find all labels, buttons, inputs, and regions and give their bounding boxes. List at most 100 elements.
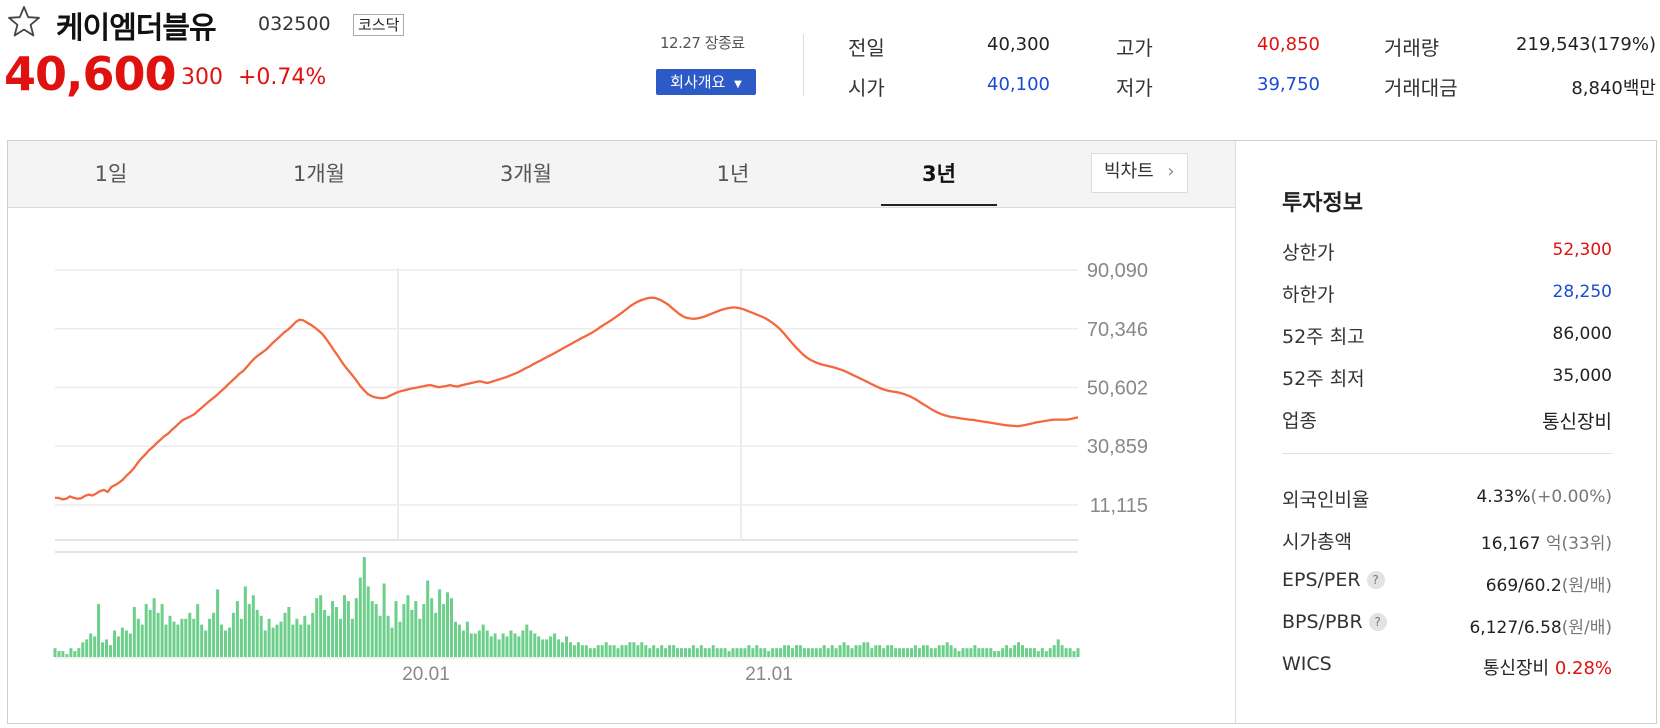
volume-bar [291,624,295,657]
volume-bar [144,604,148,657]
tab-3month[interactable]: 3개월 [499,162,552,186]
volume-bar [1001,648,1005,657]
wics-sector[interactable]: 통신장비 [1482,658,1550,679]
quote-value-prev: 40,300 [987,34,1050,55]
volume-bar [279,621,283,657]
volume-bar [251,595,255,657]
volume-bar [652,645,656,657]
volume-bar [1013,645,1017,657]
volume-bar [295,618,299,657]
volume-bar [842,642,846,657]
volume-bar [255,609,259,657]
chevron-right-icon: › [1167,161,1175,182]
volume-bar [973,645,977,657]
tab-1day[interactable]: 1일 [94,162,128,186]
market-cap-rank: (33위) [1561,534,1612,554]
volume-bar [247,604,251,657]
volume-bar [684,648,687,657]
tab-3year[interactable]: 3년 [922,162,956,186]
volume-bar [489,636,493,657]
volume-bar [937,645,941,657]
volume-bar [267,618,271,657]
volume-bar [802,648,806,657]
volume-bar [592,648,596,657]
volume-bar [335,607,338,657]
volume-bar [120,627,124,657]
volume-bar [565,636,568,657]
volume-bar [977,648,981,657]
market-cap: 16,167 [1480,534,1541,554]
volume-bar [216,589,220,657]
volume-bar [925,645,929,657]
volume-bar [969,648,973,657]
volume-bar [164,624,168,657]
volume-bar [898,648,902,657]
volume-bar [596,645,600,657]
volume-bar [810,648,814,657]
volume-bar [866,642,870,657]
quote-label-open: 시가 [848,76,885,100]
lower-limit-value: 28,250 [1552,282,1612,302]
bps-pbr-unit: (원/배) [1561,618,1612,638]
volume-bar [65,654,69,657]
volume-bar [235,601,239,657]
bigchart-button[interactable]: 빅차트 › [1091,153,1188,193]
sector-label: 업종 [1282,410,1317,432]
volume-bar [1040,648,1044,657]
volume-bar [763,648,767,657]
volume-bar [759,648,763,657]
tab-1month[interactable]: 1개월 [292,162,345,186]
volume-bar [957,651,961,657]
volume-bar [1076,648,1080,657]
eps-per-unit: (원/배) [1561,576,1612,596]
eps-per-label: EPS/PER? [1282,569,1385,591]
chart-panel [7,140,1657,724]
sector-value[interactable]: 통신장비 [1542,411,1612,433]
volume-bar [473,633,477,657]
volume-bar [997,651,1001,657]
help-icon[interactable]: ? [1366,571,1385,589]
volume-bar [481,624,485,657]
market-status: 12.27 장종료 [660,34,745,52]
volume-bar [902,648,905,657]
market-cap-value: 16,167 억(33위) [1481,529,1612,554]
change-up-icon: ▲ [161,62,175,82]
volume-bar [331,601,335,657]
upper-limit-value: 52,300 [1552,240,1612,260]
quote-value-turnover: 8,840백만 [1571,78,1656,99]
eps-per-value: 669/60.2(원/배) [1486,571,1612,596]
help-icon[interactable]: ? [1368,613,1387,631]
volume-bar [426,580,430,657]
volume-bar [243,586,247,657]
quote-label-volume: 거래량 [1384,36,1440,60]
volume-bar [505,636,509,657]
volume-bar [910,648,913,657]
volume-bar [450,598,453,657]
volume-bar [640,642,644,657]
volume-bar [188,612,192,657]
quote-value-volume: 219,543(179%) [1516,34,1656,55]
volume-bar [319,595,323,657]
volume-bar [695,648,699,657]
volume-bar [61,651,65,657]
tab-1year[interactable]: 1년 [716,162,750,186]
volume-bar [422,604,426,657]
volume-bar [287,607,291,657]
volume-bar [949,645,953,657]
volume-bar [588,648,592,657]
market-cap-label: 시가총액 [1282,531,1352,553]
volume-bar [981,648,985,657]
volume-bar [1068,648,1072,657]
volume-bar [374,604,378,657]
volume-bar [913,645,917,657]
volume-bar [113,630,116,657]
volume-bar [1032,648,1036,657]
volume-bar [894,648,898,657]
volume-bar [604,642,608,657]
volume-bar [418,618,422,657]
favorite-star-icon[interactable] [6,4,42,40]
company-overview-button[interactable]: 회사개요 ▼ [656,69,756,95]
volume-bar [846,645,850,657]
volume-bar [961,648,965,657]
volume-bar [378,615,382,657]
